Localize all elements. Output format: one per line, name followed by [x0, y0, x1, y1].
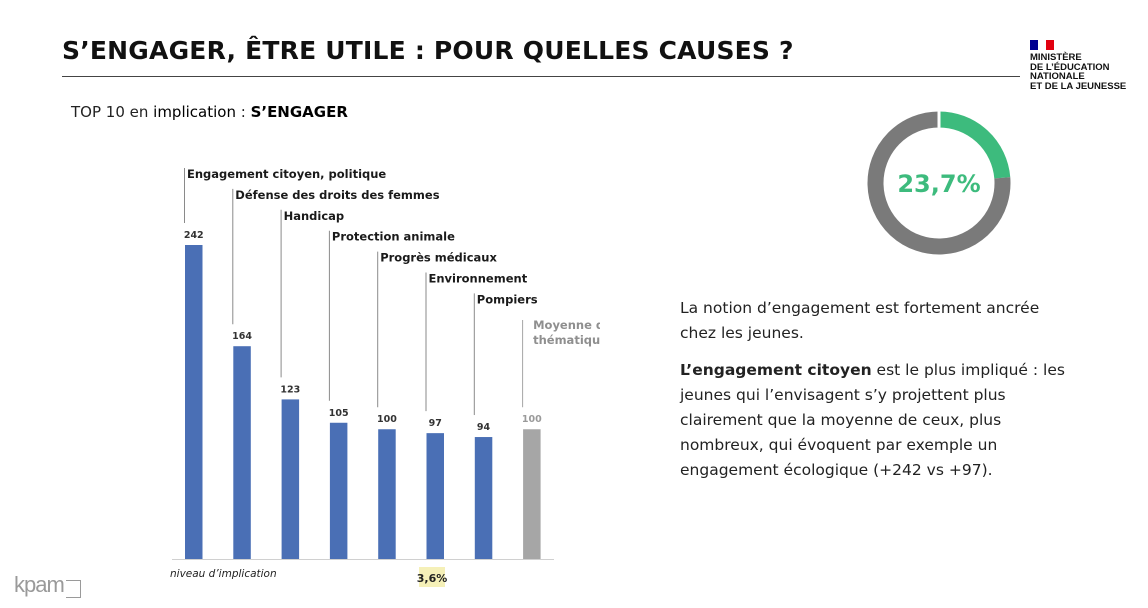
page-title: S’ENGAGER, ÊTRE UTILE : POUR QUELLES CAU… — [62, 36, 794, 65]
commentary-rest: est le plus impliqué : les jeunes qui l’… — [680, 361, 1065, 479]
category-label: Handicap — [284, 209, 345, 223]
donut-center-label: 23,7% — [897, 170, 980, 198]
implication-bar-chart: 242 Engagement citoyen, politique 164 Défen… — [170, 167, 600, 587]
flag-icon — [1030, 40, 1054, 50]
chart-subtitle: TOP 10 en implication : S’ENGAGER — [71, 103, 348, 121]
bar-value-label: 105 — [329, 408, 349, 419]
bar-value-label: 100 — [522, 414, 542, 425]
title-divider — [62, 76, 1020, 77]
flag-stripe-white — [1038, 40, 1046, 50]
donut-slice — [867, 111, 1011, 255]
donut-slice — [938, 111, 1011, 179]
ministry-line-2: DE L’ÉDUCATION — [1030, 61, 1110, 73]
category-label: Moyenne des — [533, 318, 600, 332]
bar-value-label: 164 — [232, 331, 252, 342]
ministry-line-3: NATIONALE — [1030, 71, 1085, 82]
commentary-paragraph-2: L’engagement citoyen est le plus impliqu… — [680, 358, 1080, 483]
commentary-highlight: L’engagement citoyen — [680, 361, 872, 379]
kpam-logo-mark — [66, 580, 81, 598]
flag-stripe-red — [1046, 40, 1054, 50]
bar-value-label: 123 — [280, 384, 300, 395]
flag-stripe-blue — [1030, 40, 1038, 50]
subtitle-prefix: TOP 10 en — [71, 103, 154, 121]
ministry-line-1: MINISTÈRE — [1030, 52, 1082, 63]
bar-value-label: 94 — [477, 422, 491, 433]
bar-value-label: 100 — [377, 414, 397, 425]
bar-value-label: 97 — [429, 418, 442, 429]
category-label: Pompiers — [477, 292, 538, 306]
category-label: Protection animale — [332, 230, 455, 244]
ministry-line-4: ET DE LA JEUNESSE — [1030, 80, 1127, 92]
x-axis-label: niveau d’implication — [170, 568, 277, 580]
subtitle-sep: : — [235, 103, 251, 121]
bar — [378, 429, 396, 559]
bar — [523, 429, 541, 559]
footnote-highlight — [419, 567, 445, 587]
bar — [474, 437, 493, 559]
category-label: thématiques — [533, 333, 600, 347]
bar — [185, 245, 203, 559]
commentary-paragraph-1: La notion d’engagement est fortement anc… — [680, 299, 1040, 342]
ministry-logo: MINISTÈRE DE L’ÉDUCATION NATIONALE ET DE… — [1030, 40, 1126, 91]
category-label: Progrès médicaux — [380, 251, 497, 265]
bar-value-label: 242 — [184, 230, 204, 241]
bar — [281, 399, 300, 559]
subtitle-bold: S’ENGAGER — [250, 103, 348, 121]
category-label: Défense des droits des femmes — [235, 188, 439, 202]
category-label: Engagement citoyen, politique — [187, 167, 386, 181]
subtitle-emph: implication — [153, 103, 236, 121]
commentary: La notion d’engagement est fortement anc… — [680, 296, 1080, 495]
bar — [426, 433, 444, 559]
footnote-label: 3,6% — [417, 572, 448, 585]
ministry-name: MINISTÈRE DE L’ÉDUCATION NATIONALE ET DE… — [1030, 53, 1126, 91]
category-label: Environnement — [429, 272, 528, 286]
engagement-donut-chart: 23,7% — [867, 111, 1011, 255]
bar — [233, 346, 251, 559]
kpam-logo: kpam — [14, 572, 65, 597]
bar — [329, 422, 348, 559]
